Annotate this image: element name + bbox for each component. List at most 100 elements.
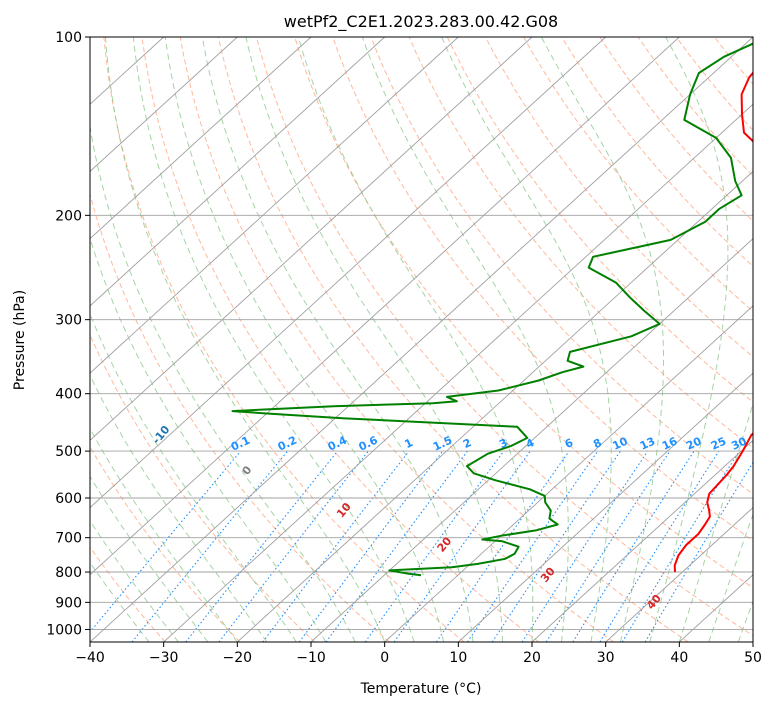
- mixing-ratio-line: [262, 450, 410, 642]
- dry-adiabat: [294, 37, 753, 589]
- isotherm: [752, 641, 753, 642]
- y-tick-label: 700: [55, 531, 82, 547]
- dry-adiabat: [751, 37, 753, 39]
- mixing-ratio-line: [599, 450, 720, 642]
- x-axis-ticks: −40 −30 −20 −10 0 10 20 30 40 50: [75, 642, 762, 666]
- mixing-ratio-label: 0.4: [326, 433, 349, 453]
- isotherm: [90, 37, 386, 307]
- moist-adiabat: [361, 37, 569, 642]
- chart-title: wetPf2_C2E1.2023.283.00.42.G08: [284, 12, 558, 32]
- moist-adiabat: [441, 37, 612, 642]
- x-tick-label: 0: [380, 650, 389, 666]
- moist-adiabat: [90, 374, 268, 642]
- dry-adiabat: [446, 37, 753, 403]
- dry-adiabat-label: -10: [150, 423, 173, 447]
- isotherm: [236, 170, 753, 642]
- dewpoint-profile: [231, 42, 753, 577]
- moist-adiabat: [90, 123, 356, 642]
- isotherm: [90, 37, 312, 240]
- x-tick-label: −30: [149, 650, 179, 666]
- dry-adiabat: [179, 37, 614, 642]
- dry-adiabat: [332, 37, 753, 542]
- isotherm: [90, 37, 680, 576]
- y-tick-label: 100: [55, 30, 82, 46]
- temperature-profile: [673, 71, 753, 573]
- moist-adiabat: [90, 236, 327, 642]
- dry-adiabat: [255, 37, 753, 637]
- moist-adiabat: [90, 561, 150, 642]
- moist-adiabat: [105, 37, 386, 642]
- mixing-ratio-line: [325, 450, 468, 642]
- mixing-ratio-label: 0.6: [357, 433, 380, 453]
- dry-adiabat: [141, 37, 540, 642]
- dry-adiabat: [675, 37, 753, 131]
- mixing-ratio-line: [364, 450, 505, 642]
- mixing-ratio-line: [521, 450, 649, 642]
- y-tick-label: 300: [55, 313, 82, 329]
- moist-adiabat: [649, 37, 729, 642]
- dry-adiabat-label: 10: [334, 500, 354, 520]
- dry-adiabat: [90, 445, 241, 642]
- y-tick-label: 500: [55, 444, 82, 460]
- y-tick-label: 400: [55, 387, 82, 403]
- mixing-ratio-line: [185, 450, 339, 642]
- isotherm: [90, 37, 607, 509]
- moist-adiabat: [540, 37, 664, 642]
- mixing-ratio-line: [435, 450, 570, 642]
- x-tick-label: 40: [670, 650, 688, 666]
- mixing-ratio-line: [572, 450, 695, 642]
- dry-adiabat-label: 0: [240, 463, 255, 477]
- mixing-ratio-line: [218, 450, 369, 642]
- moist-adiabat: [90, 427, 238, 642]
- dry-adiabat: [408, 37, 753, 449]
- y-tick-label: 1000: [46, 622, 82, 638]
- mixing-ratio-label: 1: [403, 436, 415, 451]
- moist-adiabat: [708, 513, 753, 642]
- isotherm: [90, 37, 753, 642]
- moist-adiabat: [678, 401, 753, 642]
- isotherm: [90, 37, 459, 374]
- grid-lines: [90, 37, 753, 642]
- mixing-ratio-line: [621, 450, 740, 642]
- sounding-profiles: [231, 42, 753, 577]
- mixing-ratio-line: [131, 450, 289, 642]
- x-tick-label: 50: [744, 650, 762, 666]
- mixing-ratio-label: 6: [563, 436, 576, 451]
- moist-adiabat: [90, 519, 179, 642]
- mixing-ratio-line: [545, 450, 671, 642]
- mixing-ratio-line: [467, 450, 599, 642]
- isotherm: [90, 37, 533, 441]
- mixing-ratio-line: [491, 450, 621, 642]
- curve-labels: -100-90-80-70-60-50-40-30-20-10010203040…: [150, 423, 770, 612]
- mixing-ratio-line: [644, 461, 753, 642]
- dry-adiabat: [370, 37, 753, 495]
- moist-adiabat: [90, 475, 209, 642]
- y-tick-label: 900: [55, 595, 82, 611]
- moist-adiabat: [201, 37, 474, 642]
- moist-adiabat: [245, 37, 503, 642]
- x-tick-label: −20: [223, 650, 253, 666]
- x-tick-label: −40: [75, 650, 105, 666]
- dry-adiabat: [217, 37, 689, 642]
- mixing-ratio-label: 20: [684, 434, 704, 452]
- mixing-ratio-label: 36: [750, 434, 770, 452]
- isotherm: [605, 506, 753, 642]
- mixing-ratio-line: [90, 450, 242, 633]
- isotherm: [163, 103, 753, 642]
- y-tick-label: 800: [55, 565, 82, 581]
- x-tick-label: −10: [296, 650, 326, 666]
- mixing-ratio-label: 25: [709, 435, 728, 453]
- mixing-ratio-label: 13: [638, 435, 657, 453]
- dry-adiabat: [90, 192, 390, 642]
- dry-adiabat: [599, 37, 753, 222]
- dry-adiabat: [103, 37, 465, 642]
- isotherm: [310, 238, 753, 642]
- mixing-ratio-label: 2: [461, 436, 473, 451]
- dry-adiabat: [523, 37, 753, 313]
- mixing-ratio-label: 10: [611, 434, 631, 452]
- mixing-ratio-line: [298, 450, 444, 642]
- moist-adiabat: [90, 312, 297, 642]
- x-tick-label: 10: [449, 650, 467, 666]
- x-tick-label: 30: [597, 650, 615, 666]
